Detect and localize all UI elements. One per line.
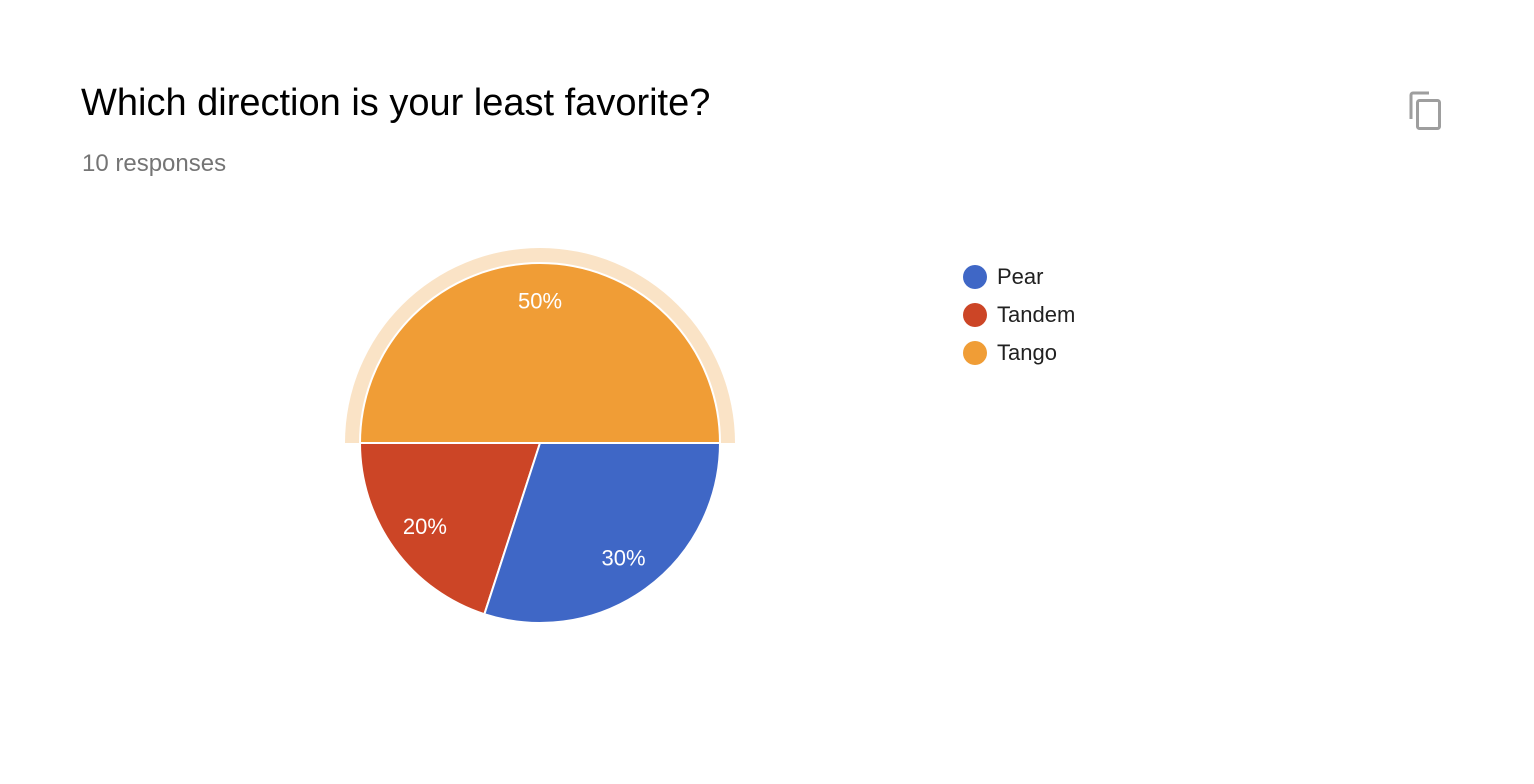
pie-slice-tandem[interactable] <box>359 442 541 616</box>
slice-label-pear: 30% <box>602 546 646 571</box>
legend-label: Tango <box>997 340 1057 365</box>
legend-label: Pear <box>997 264 1044 289</box>
pie-slice-tango[interactable] <box>359 262 721 444</box>
legend-item-pear[interactable]: Pear <box>963 258 1075 296</box>
copy-icon <box>1408 91 1442 131</box>
legend-label: Tandem <box>997 302 1076 327</box>
legend-swatch <box>963 341 987 365</box>
pie-slice-pear[interactable] <box>483 442 721 624</box>
slice-label-tandem: 20% <box>403 514 447 539</box>
legend-swatch <box>963 303 987 327</box>
slice-label-tango: 50% <box>518 288 562 313</box>
response-count: 10 responses <box>82 150 227 177</box>
chart-legend: Pear Tandem Tango <box>963 258 1075 372</box>
legend-item-tandem[interactable]: Tandem <box>963 296 1075 334</box>
question-title: Which direction is your least favorite? <box>81 82 711 124</box>
legend-item-tango[interactable]: Tango <box>963 334 1075 372</box>
copy-chart-button[interactable] <box>1398 84 1452 138</box>
legend-swatch <box>963 265 987 289</box>
